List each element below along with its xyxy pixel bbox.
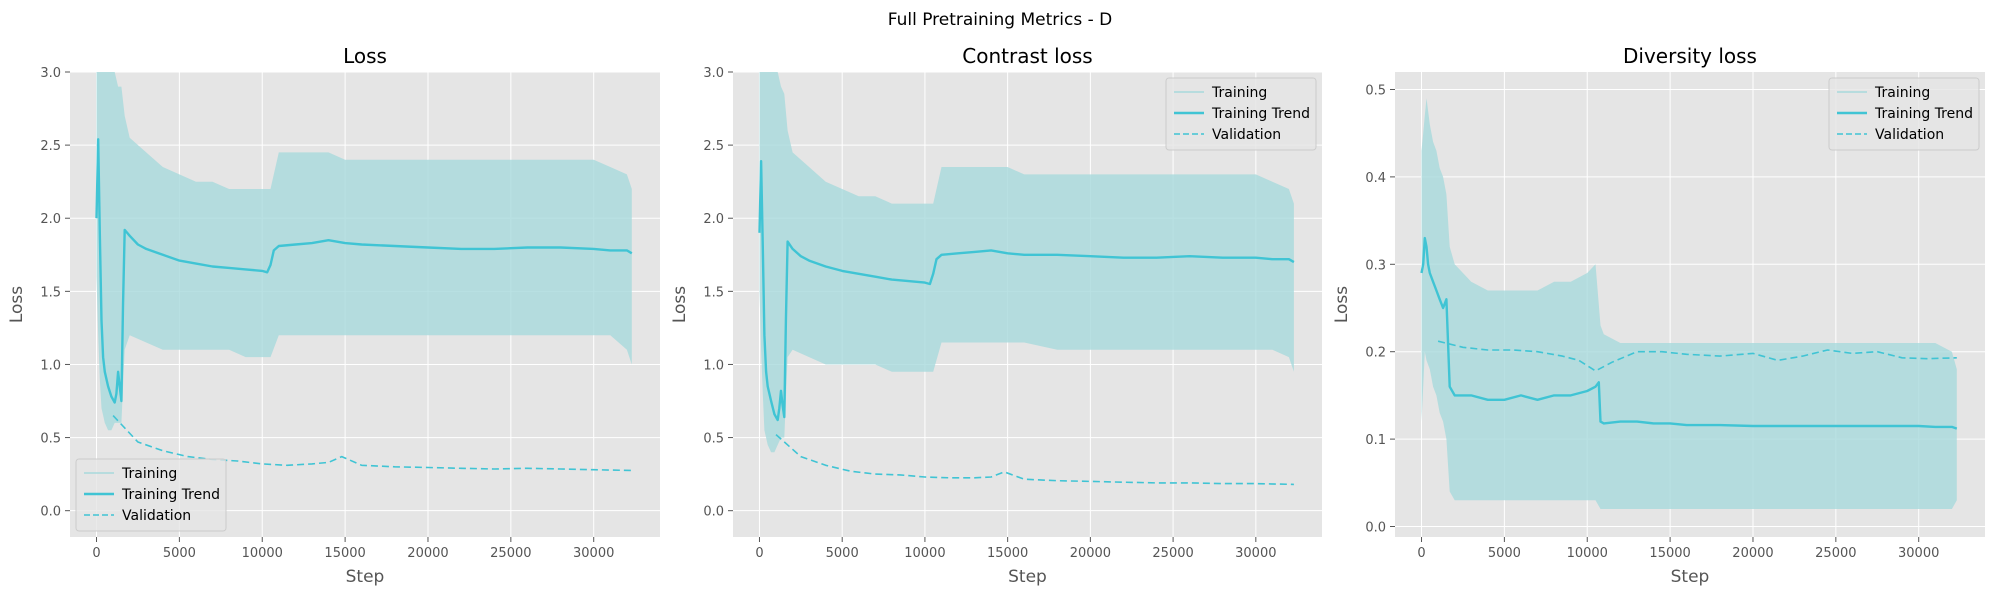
legend-box — [1165, 77, 1317, 151]
x-tick-label: 20000 — [407, 546, 448, 561]
y-tick-label: 3.0 — [40, 66, 61, 81]
y-tick-label: 3.0 — [703, 66, 724, 81]
chart-panel-2: 0 5000 10000 15000 20000 25000 30000 0.0 0.5 1.0 1… — [670, 44, 1322, 587]
y-tick-label: 0.1 — [1365, 433, 1386, 448]
x-tick-label: 5000 — [1488, 546, 1521, 561]
figure-suptitle: Full Pretraining Metrics - D — [887, 10, 1113, 30]
y-axis-label: Loss — [670, 286, 690, 323]
series-training-trend-line — [1420, 236, 1958, 430]
chart-panel-3: 0 5000 10000 15000 20000 25000 30000 0.0 0.1 0.2 0… — [1332, 44, 1985, 587]
y-tick-label: 0.5 — [1365, 83, 1386, 98]
series-training-trend-line — [95, 138, 633, 404]
legend: Training Training Trend Validation — [1165, 77, 1317, 151]
legend-entry: Training — [121, 466, 177, 482]
chart-title: Contrast loss — [962, 44, 1092, 68]
x-tick-label: 0 — [1417, 546, 1425, 561]
x-axis-label: Step — [1671, 567, 1710, 587]
series-validation-line — [1437, 340, 1957, 372]
y-tick-label: 0.3 — [1365, 258, 1386, 273]
series-validation-line — [112, 415, 632, 472]
x-axis-label: Step — [346, 567, 385, 587]
x-tick-label: 30000 — [573, 546, 614, 561]
x-tick-label: 25000 — [1152, 546, 1193, 561]
x-tick-label: 20000 — [1732, 546, 1773, 561]
y-tick-label: 2.0 — [40, 212, 61, 227]
x-tick-label: 10000 — [242, 546, 283, 561]
x-tick-label: 15000 — [987, 546, 1028, 561]
y-tick-label: 0.5 — [703, 432, 724, 447]
series-training-trend-line — [758, 160, 1295, 422]
series-validation-line — [775, 434, 1294, 486]
plot-series-group — [758, 72, 1295, 486]
y-tick-label: 1.5 — [703, 285, 724, 300]
y-tick-label: 2.5 — [40, 139, 61, 154]
y-axis-label: Loss — [1332, 286, 1352, 323]
series-training-band — [1421, 98, 1957, 509]
x-tick-label: 30000 — [1898, 546, 1939, 561]
plot-series-group — [1420, 98, 1958, 509]
legend-entry: Training Trend — [1874, 106, 1973, 122]
x-tick-label: 25000 — [490, 546, 531, 561]
chart-panel-1: 0 5000 10000 15000 20000 25000 30000 0.0 0.5 1.0 1… — [7, 44, 660, 587]
y-tick-label: 2.5 — [703, 139, 724, 154]
y-tick-label: 1.5 — [40, 285, 61, 300]
x-tick-label: 15000 — [324, 546, 365, 561]
y-axis-label: Loss — [7, 286, 27, 323]
x-tick-label: 0 — [92, 546, 100, 561]
y-tick-label: 0.0 — [40, 505, 61, 520]
y-tick-label: 0.0 — [703, 505, 724, 520]
y-tick-label: 0.2 — [1365, 346, 1386, 361]
x-tick-label: 20000 — [1070, 546, 1111, 561]
legend-entry: Validation — [1875, 127, 1944, 143]
chart-title: Loss — [343, 44, 387, 68]
x-tick-label: 15000 — [1649, 546, 1690, 561]
x-tick-label: 25000 — [1815, 546, 1856, 561]
legend-entry: Validation — [122, 508, 191, 524]
legend: Training Training Trend Validation — [1828, 77, 1980, 151]
x-tick-label: 30000 — [1235, 546, 1276, 561]
legend-entry: Training Trend — [121, 487, 220, 503]
chart-title: Diversity loss — [1623, 44, 1757, 68]
x-tick-label: 10000 — [904, 546, 945, 561]
x-tick-label: 5000 — [163, 546, 196, 561]
x-tick-label: 5000 — [826, 546, 859, 561]
y-tick-label: 0.0 — [1365, 521, 1386, 536]
y-tick-label: 0.5 — [40, 432, 61, 447]
x-tick-label: 10000 — [1567, 546, 1608, 561]
y-tick-label: 0.4 — [1365, 171, 1386, 186]
x-tick-label: 0 — [755, 546, 763, 561]
series-training-band — [96, 72, 632, 431]
x-axis-label: Step — [1008, 567, 1047, 587]
y-tick-label: 1.0 — [703, 358, 724, 373]
legend-box — [75, 458, 227, 532]
legend: Training Training Trend Validation — [75, 458, 227, 532]
series-training-band — [759, 72, 1294, 453]
legend-entry: Training — [1211, 85, 1267, 101]
legend-entry: Validation — [1212, 127, 1281, 143]
legend-entry: Training — [1874, 85, 1930, 101]
y-tick-label: 2.0 — [703, 212, 724, 227]
plot-series-group — [95, 72, 633, 472]
y-tick-label: 1.0 — [40, 358, 61, 373]
legend-entry: Training Trend — [1211, 106, 1310, 122]
legend-box — [1828, 77, 1980, 151]
